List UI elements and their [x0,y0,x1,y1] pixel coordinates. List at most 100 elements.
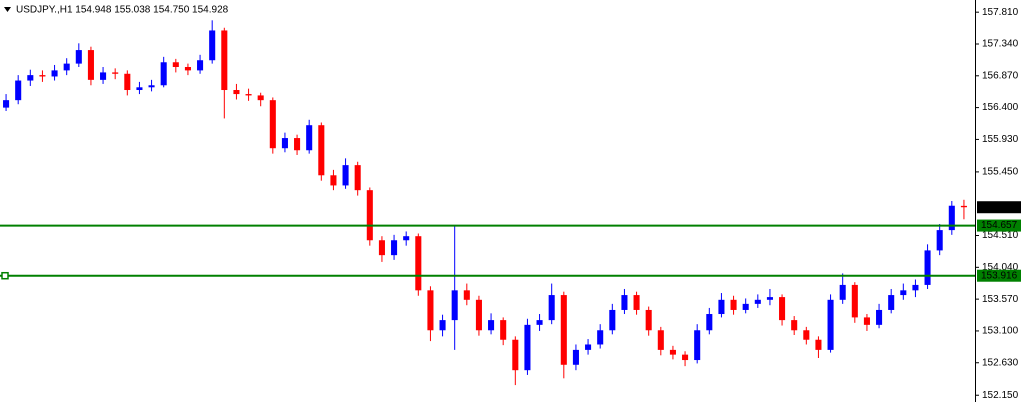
candle-body [633,295,640,310]
candle-body [754,299,761,304]
y-tick-label: 152.630 [982,357,1019,368]
candle-body [536,320,543,325]
candle-body [475,299,482,331]
candle-body [900,290,907,296]
y-tick-label: 152.150 [982,390,1019,401]
candle-body [378,240,385,256]
candle-body [197,60,204,71]
y-tick-label: 155.930 [982,134,1019,145]
current-price-label: 154.928 [981,202,1018,213]
candle-body [257,95,264,101]
candle-body [439,320,446,331]
y-tick-label: 157.340 [982,39,1019,50]
candle-body [682,354,689,361]
candle-body [3,100,10,108]
candle-body [294,138,301,151]
candle-body [815,339,822,350]
candle-body [863,317,870,325]
candle-body [948,205,955,231]
candle-body [391,240,398,256]
candle-body [172,62,179,67]
candle-body [960,205,967,208]
candle-body [924,250,931,285]
candle-body [124,73,131,91]
candle-body [718,299,725,315]
candle-body [451,290,458,321]
candle-body [269,100,276,149]
candle-body [560,295,567,365]
candle-body [524,324,531,371]
candle-body [209,30,216,61]
candle-body [27,75,34,81]
y-tick-label: 154.510 [982,230,1019,241]
y-tick-label: 155.450 [982,167,1019,178]
symbol-menu-arrow [4,7,11,12]
candle-body [463,290,470,300]
candle-body [15,80,22,101]
candle-body [39,75,46,77]
candle-body [184,67,191,71]
candle-body [100,72,107,80]
candle-body [706,314,713,331]
candle-body [366,190,373,241]
candle-body [766,297,773,300]
candle-body [233,90,240,95]
candle-body [548,295,555,321]
candle-body [51,70,58,77]
candle-body [354,165,361,191]
candle-body [572,349,579,365]
level-handle [1,271,9,280]
candle-body [694,330,701,361]
candle-body [597,330,604,345]
candle-body [148,85,155,88]
candle-body [657,330,664,350]
candle-body [912,284,919,291]
level-price-box [977,219,1021,232]
candle-body [245,94,252,96]
candle-body [730,299,737,310]
candle-body [500,320,507,340]
y-tick-label: 156.870 [982,70,1019,81]
current-price-box [977,201,1021,214]
candle-body [888,295,895,310]
candle-body [609,309,616,331]
candle-body [645,309,652,331]
y-tick-label: 156.400 [982,102,1019,113]
y-tick-label: 157.810 [982,7,1019,18]
y-tick-label: 153.570 [982,294,1019,305]
candle-body [936,230,943,251]
candle-body [427,290,434,331]
candle-body [306,125,313,151]
candle-body [827,299,834,350]
candle-body [512,339,519,371]
candle-body [342,165,349,186]
candle-body [136,87,143,91]
candle-body [851,284,858,318]
candle-body [742,303,749,310]
level-price-label: 153.916 [981,270,1018,281]
candle-body [221,30,228,91]
candle-body [281,138,288,149]
candle-body [803,330,810,340]
candle-body [791,320,798,331]
candle-body [415,236,422,291]
candle-body [779,297,786,321]
candle-body [876,309,883,325]
candle-body [75,50,82,64]
candle-body [669,349,676,355]
candle-body [330,175,337,186]
level-price-box [977,269,1021,282]
candle-body [318,125,325,176]
candle-body [488,320,495,331]
y-tick-label: 154.040 [982,262,1019,273]
chart-title: USDJPY.,H1 154.948 155.038 154.750 154.9… [16,5,229,16]
y-tick-label: 153.100 [982,326,1019,337]
candle-body [839,284,846,300]
candle-body [160,62,167,86]
level-price-label: 154.657 [981,220,1018,231]
candle-body [87,50,94,80]
candle-body [112,72,119,74]
